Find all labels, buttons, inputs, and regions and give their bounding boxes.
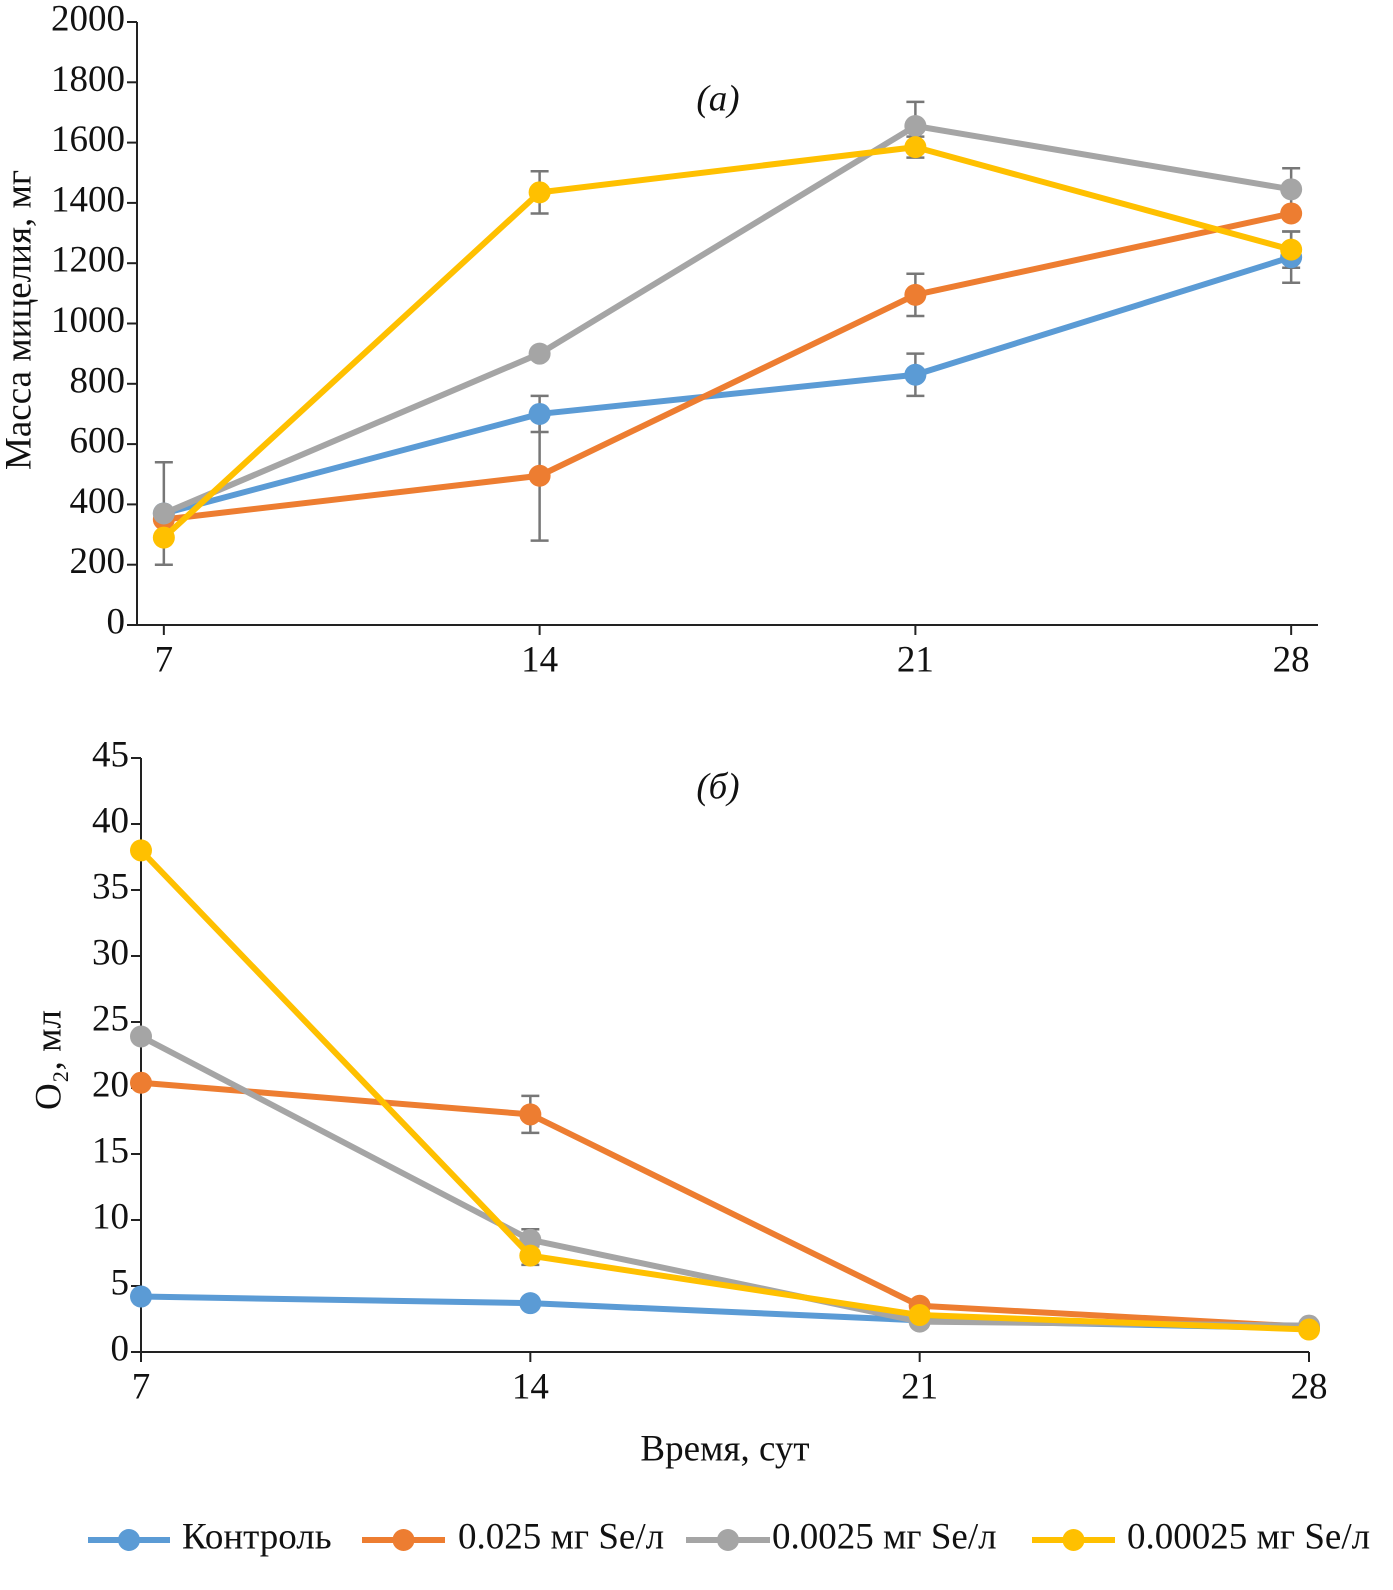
data-point — [152, 526, 175, 549]
y-axis-label: Масса мицелия, мг — [0, 170, 39, 470]
data-point — [1280, 238, 1303, 261]
legend-marker — [717, 1529, 739, 1551]
x-tick-label: 28 — [1291, 1366, 1328, 1407]
y-tick-label: 200 — [70, 541, 126, 582]
data-point — [519, 1103, 542, 1126]
y-tick-label: 800 — [70, 360, 126, 401]
y-tick-label: 1000 — [51, 300, 125, 341]
y-tick-label: 600 — [70, 421, 126, 462]
y-tick-label: 45 — [92, 734, 129, 775]
y-tick-label: 400 — [70, 481, 126, 522]
data-point — [1280, 178, 1303, 201]
data-point — [519, 1292, 542, 1315]
y-tick-label: 5 — [111, 1262, 130, 1303]
x-tick-label: 14 — [512, 1366, 549, 1407]
series-line — [162, 123, 1292, 517]
data-point — [904, 115, 927, 138]
data-point — [130, 839, 152, 862]
data-point — [528, 464, 551, 487]
x-axis-label: Время, сут — [640, 1428, 809, 1469]
y-tick-label: 15 — [92, 1130, 129, 1171]
y-tick-label: 1600 — [51, 119, 125, 160]
x-tick-label: 7 — [132, 1366, 151, 1407]
data-point — [904, 136, 927, 159]
y-tick-label: 0 — [111, 1328, 130, 1369]
data-point — [904, 363, 927, 386]
x-tick-label: 14 — [521, 639, 558, 680]
series-line — [140, 1079, 1310, 1330]
series-line — [138, 848, 1310, 1333]
legend-marker — [118, 1529, 140, 1551]
data-point — [130, 1285, 152, 1308]
y-tick-label: 1800 — [51, 59, 125, 100]
data-point — [908, 1304, 931, 1327]
y-tick-label: 35 — [92, 866, 129, 907]
y-tick-label: 1400 — [51, 179, 125, 220]
legend-label: Контроль — [182, 1516, 332, 1557]
legend-label: 0.00025 мг Se/л — [1127, 1516, 1370, 1557]
x-tick-label: 21 — [897, 639, 934, 680]
legend-label: 0.0025 мг Se/л — [772, 1516, 997, 1557]
panel-label: (б) — [696, 766, 739, 807]
series-line — [161, 144, 1292, 540]
y-tick-label: 20 — [92, 1064, 129, 1105]
series-line — [163, 254, 1293, 517]
y-tick-label: 40 — [92, 800, 129, 841]
data-point — [519, 1244, 542, 1267]
data-point — [130, 1071, 152, 1094]
legend-marker — [392, 1529, 415, 1551]
data-point — [528, 402, 551, 425]
data-point — [904, 283, 927, 306]
legend-label: 0.025 мг Se/л — [458, 1516, 664, 1557]
x-tick-label: 28 — [1273, 639, 1310, 680]
y-tick-label: 10 — [92, 1196, 129, 1237]
series-line — [139, 1033, 1310, 1329]
series-line — [163, 210, 1292, 523]
data-point — [519, 1228, 542, 1251]
data-point — [1298, 1318, 1320, 1341]
data-point — [528, 181, 551, 204]
x-tick-label: 21 — [901, 1366, 938, 1407]
y-tick-label: 30 — [92, 932, 129, 973]
y-tick-label: 0 — [107, 601, 126, 642]
data-point — [528, 342, 551, 365]
data-point — [1280, 202, 1303, 225]
data-point — [130, 1025, 152, 1048]
x-tick-label: 7 — [155, 639, 174, 680]
panel-label: (а) — [696, 78, 739, 119]
y-tick-label: 1200 — [51, 240, 125, 281]
data-point — [152, 502, 175, 525]
y-tick-label: 25 — [92, 998, 129, 1039]
legend-marker — [1062, 1529, 1085, 1551]
y-axis-label: O₂, мл — [28, 1010, 69, 1110]
y-tick-label: 2000 — [51, 0, 125, 39]
